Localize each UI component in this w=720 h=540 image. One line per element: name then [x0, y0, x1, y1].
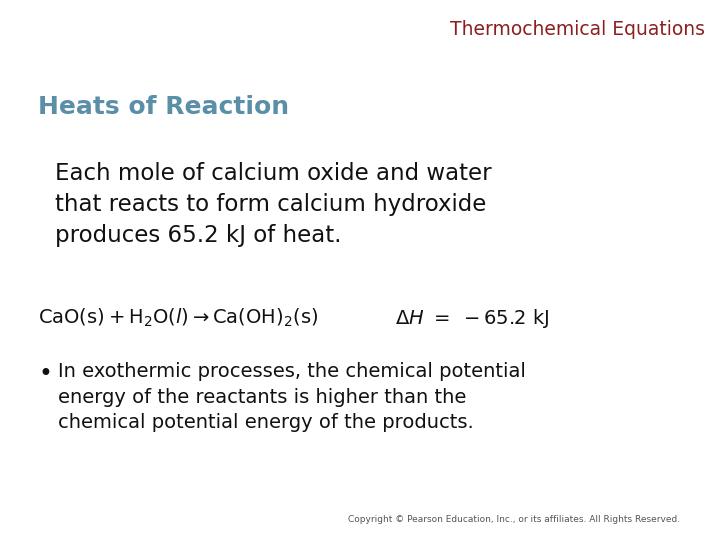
Text: Copyright © Pearson Education, Inc., or its affiliates. All Rights Reserved.: Copyright © Pearson Education, Inc., or …	[348, 515, 680, 524]
Text: $\mathrm{CaO(s) + H_2O(\mathit{l}) \rightarrow Ca(OH)_2(s)}$: $\mathrm{CaO(s) + H_2O(\mathit{l}) \righ…	[38, 307, 318, 329]
Text: Thermochemical Equations: Thermochemical Equations	[450, 20, 705, 39]
Text: In exothermic processes, the chemical potential
energy of the reactants is highe: In exothermic processes, the chemical po…	[58, 362, 526, 433]
Text: Heats of Reaction: Heats of Reaction	[38, 95, 289, 119]
Text: Each mole of calcium oxide and water
that reacts to form calcium hydroxide
produ: Each mole of calcium oxide and water tha…	[55, 162, 492, 247]
Text: $\Delta \mathit{H}\ =\ -65.2\ \mathrm{kJ}$: $\Delta \mathit{H}\ =\ -65.2\ \mathrm{kJ…	[395, 307, 549, 330]
Text: •: •	[38, 362, 52, 386]
